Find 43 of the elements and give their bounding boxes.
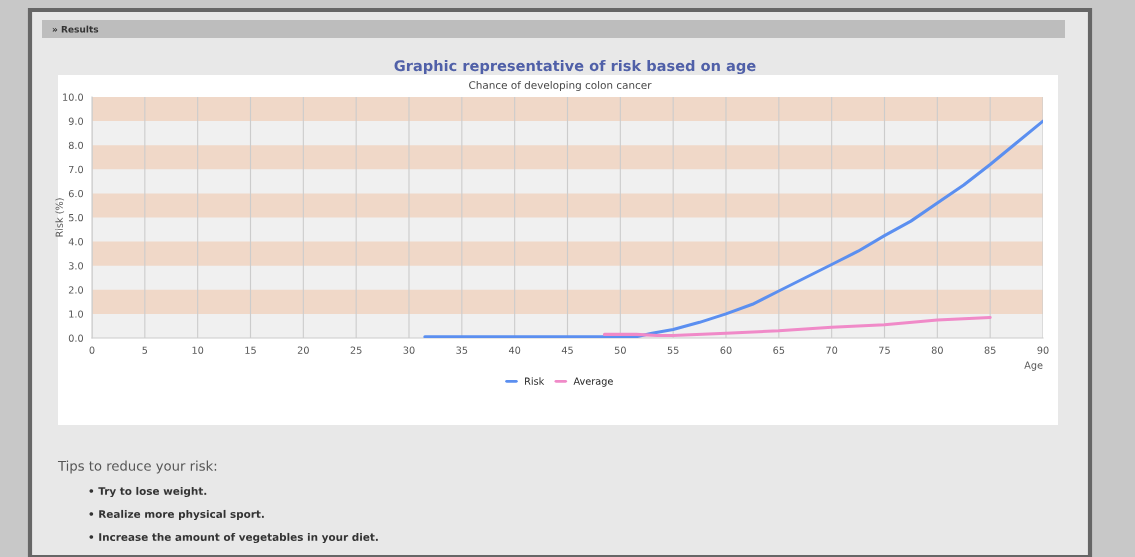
line-series [602, 315, 992, 338]
x-tick-label: 60 [720, 346, 732, 354]
legend-label: Risk [525, 377, 545, 385]
y-tick-label: 3.0 [68, 262, 84, 270]
text: • Realize more physical sport. [89, 509, 264, 521]
x-tick-label: 20 [297, 346, 309, 354]
x-tick-label: 5 [142, 346, 148, 354]
x-tick-label: 15 [245, 346, 256, 354]
y-tick-label: 1.0 [69, 310, 84, 318]
chart-title: Graphic representative of risk based on age [394, 59, 756, 75]
y-tick-label: 6.0 [68, 189, 84, 198]
x-tick-label: 30 [403, 346, 415, 354]
x-tick-label: 65 [773, 346, 785, 354]
x-tick-label: 75 [879, 346, 890, 354]
y-tick-label: 2.0 [68, 286, 84, 294]
x-tick-label: 40 [508, 346, 521, 354]
x-axis-title: Age [1024, 361, 1043, 371]
x-tick-label: 0 [89, 346, 95, 354]
x-tick-label: 25 [350, 346, 362, 354]
x-tick-label: 85 [984, 346, 996, 354]
line-series [423, 119, 1043, 338]
x-tick-label: 10 [192, 346, 204, 354]
text: Tips to reduce your risk: [57, 460, 217, 474]
legend-label: Average [573, 377, 613, 387]
y-tick-label: 8.0 [68, 141, 84, 150]
y-tick-label: 10.0 [63, 93, 84, 101]
y-tick-label: 0.0 [68, 334, 84, 342]
text: » Results [52, 25, 99, 33]
x-tick-label: 70 [826, 346, 838, 354]
x-tick-label: 50 [614, 346, 626, 354]
y-tick-label: 7.0 [69, 165, 84, 174]
y-tick-label: 4.0 [68, 238, 84, 246]
y-axis-title: Risk (%) [55, 198, 65, 237]
chart-subtitle: Chance of developing colon cancer [469, 80, 652, 92]
y-tick-label: 5.0 [68, 213, 84, 222]
y-tick-label: 9.0 [68, 117, 84, 125]
text: • Try to lose weight. [89, 486, 207, 498]
x-tick-label: 90 [1037, 346, 1049, 354]
x-tick-label: 45 [561, 346, 573, 354]
x-tick-label: 80 [931, 346, 943, 354]
x-tick-label: 35 [456, 346, 468, 354]
x-tick-label: 55 [667, 346, 679, 354]
text: • Increase the amount of vegetables in your diet. [89, 532, 378, 544]
